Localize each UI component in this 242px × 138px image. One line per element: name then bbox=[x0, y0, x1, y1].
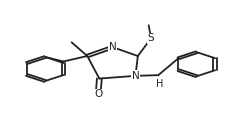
Text: O: O bbox=[94, 89, 102, 99]
Text: H: H bbox=[156, 79, 163, 89]
Text: N: N bbox=[109, 42, 116, 52]
Text: N: N bbox=[132, 71, 139, 81]
Text: S: S bbox=[148, 33, 154, 43]
